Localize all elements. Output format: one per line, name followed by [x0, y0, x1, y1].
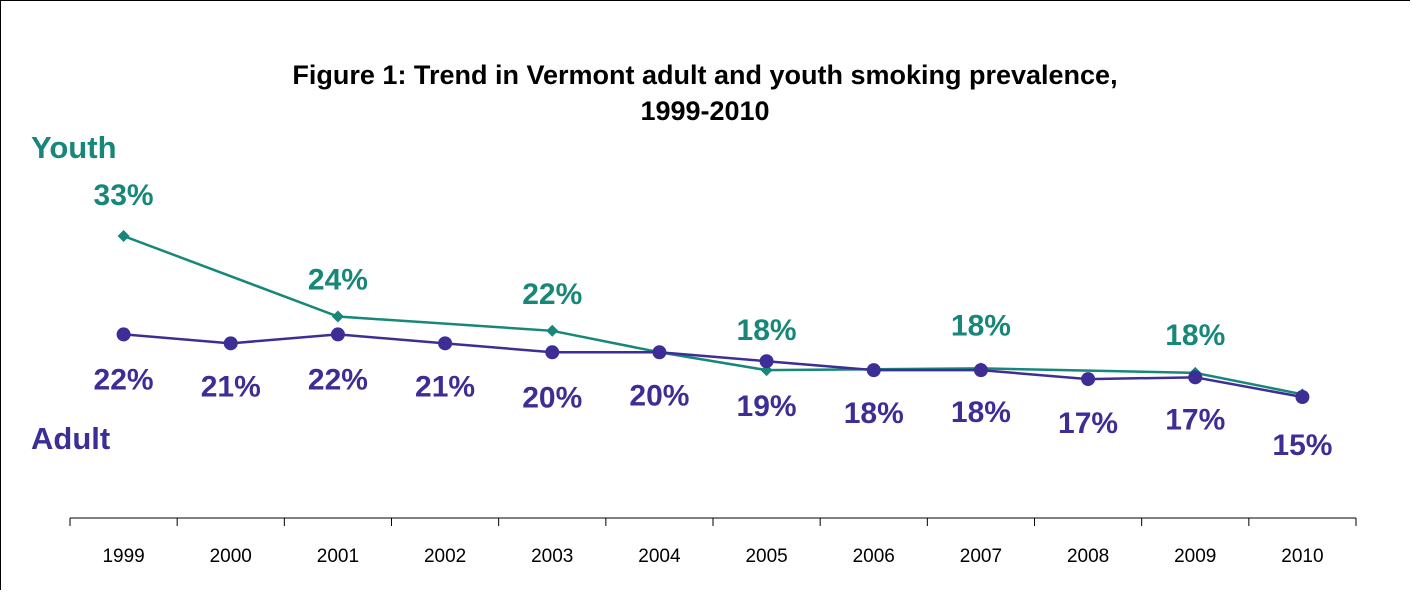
- series-layer: [116, 230, 1310, 404]
- youth-point: [546, 324, 559, 337]
- x-tick-label: 2004: [638, 546, 681, 567]
- youth-series-label: Youth: [31, 130, 117, 165]
- label-layer: 33% 24% 22% 18% 18% 18% 22% 21% 22% 21% 20% 20% 19% 1…: [31, 130, 1332, 462]
- adult-point: [1295, 390, 1310, 404]
- youth-data-label: 18%: [737, 314, 797, 347]
- adult-data-label: 15%: [1272, 429, 1332, 462]
- adult-data-label: 21%: [201, 370, 261, 403]
- adult-point: [223, 336, 238, 351]
- adult-point: [545, 345, 560, 360]
- adult-data-label: 20%: [522, 381, 582, 414]
- adult-series-line: [123, 333, 1303, 399]
- x-tick-label: 2005: [745, 546, 787, 567]
- x-tick-label: 2002: [424, 546, 466, 567]
- youth-data-label: 18%: [1165, 319, 1225, 352]
- adult-data-label: 22%: [308, 363, 368, 396]
- x-tick-label: 2008: [1067, 546, 1109, 567]
- adult-data-label: 20%: [629, 379, 689, 412]
- chart-title: Figure 1: Trend in Vermont adult and you…: [292, 60, 1117, 90]
- youth-data-label: 22%: [522, 278, 582, 311]
- youth-point: [117, 230, 130, 242]
- adult-point: [116, 327, 131, 342]
- adult-point: [652, 345, 667, 360]
- adult-point: [866, 363, 881, 378]
- x-tick-label: 2007: [960, 546, 1002, 567]
- x-tick-label: 2006: [853, 546, 895, 567]
- adult-data-label: 21%: [415, 370, 475, 403]
- x-tick-label: 2000: [210, 546, 252, 567]
- x-tick-label: 2010: [1281, 546, 1323, 567]
- youth-data-label: 33%: [94, 179, 154, 212]
- adult-data-label: 17%: [1165, 403, 1225, 436]
- x-tick-label: 1999: [102, 546, 144, 567]
- youth-point: [331, 310, 344, 323]
- youth-data-label: 24%: [308, 264, 368, 297]
- adult-point: [438, 336, 453, 351]
- adult-series-label: Adult: [31, 421, 110, 456]
- x-axis: 1999 2000 2001 2002 2003 2004 2005 2006 2007 2008…: [69, 517, 1357, 567]
- adult-point: [330, 327, 345, 342]
- adult-data-label: 22%: [94, 363, 154, 396]
- chart-title-line2: 1999-2010: [640, 96, 769, 126]
- adult-data-label: 19%: [737, 390, 797, 423]
- adult-data-label: 18%: [951, 396, 1011, 429]
- youth-series-line: [123, 234, 1303, 396]
- x-tick-label: 2001: [317, 546, 359, 567]
- x-tick-label: 2003: [531, 546, 573, 567]
- youth-data-label: 18%: [951, 309, 1011, 342]
- adult-data-label: 18%: [844, 397, 904, 430]
- adult-point: [759, 354, 774, 369]
- adult-point: [1081, 372, 1096, 387]
- adult-point: [973, 363, 988, 378]
- adult-data-label: 17%: [1058, 407, 1118, 440]
- adult-point: [1188, 370, 1203, 385]
- x-tick-label: 2009: [1174, 546, 1216, 567]
